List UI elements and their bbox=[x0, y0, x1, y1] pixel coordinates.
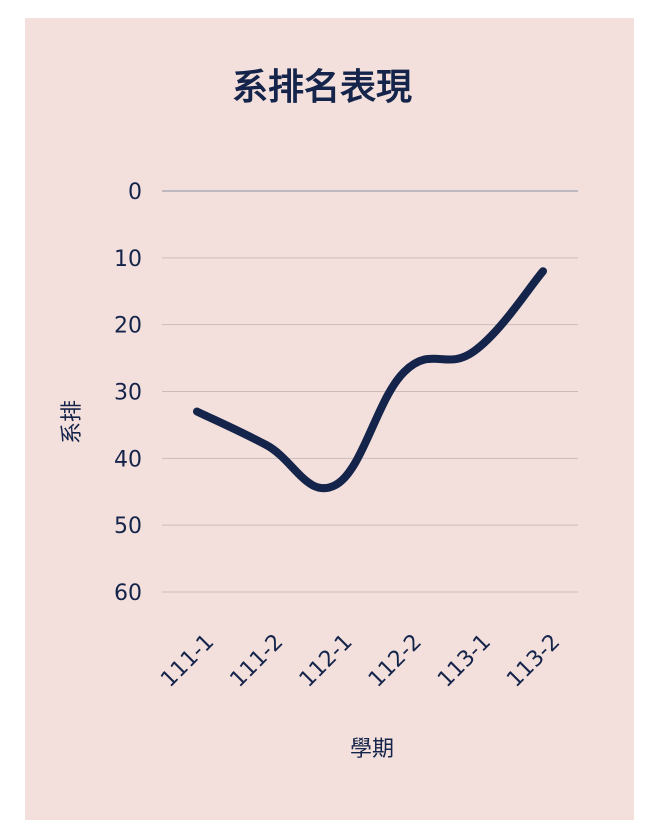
chart-panel: 系排名表現 0 10 20 30 40 50 60 111-1 111-2 112-1 112-2… bbox=[25, 18, 634, 820]
x-tick-label: 111-2 bbox=[226, 630, 289, 693]
y-tick-label: 30 bbox=[114, 381, 142, 406]
y-tick-label: 60 bbox=[114, 581, 142, 606]
x-axis-ticks: 111-1 111-2 112-1 112-2 113-1 113-2 bbox=[156, 630, 565, 693]
y-axis-label: 系排 bbox=[60, 400, 85, 444]
chart-title: 系排名表現 bbox=[232, 67, 412, 108]
line-chart: 系排名表現 0 10 20 30 40 50 60 111-1 111-2 112-1 112-2… bbox=[60, 67, 578, 762]
x-axis-label: 學期 bbox=[350, 737, 394, 762]
x-tick-label: 113-1 bbox=[433, 630, 496, 693]
x-tick-label: 112-1 bbox=[295, 630, 358, 693]
x-tick-label: 112-2 bbox=[364, 630, 427, 693]
series-line bbox=[193, 267, 547, 493]
y-tick-label: 10 bbox=[114, 247, 142, 272]
x-tick-label: 111-1 bbox=[156, 630, 219, 693]
y-tick-label: 40 bbox=[114, 447, 142, 472]
y-tick-label: 50 bbox=[114, 514, 142, 539]
gridlines bbox=[162, 190, 578, 593]
y-tick-label: 20 bbox=[114, 314, 142, 339]
x-tick-label: 113-2 bbox=[502, 630, 565, 693]
y-axis-ticks: 0 10 20 30 40 50 60 bbox=[114, 180, 142, 606]
y-tick-label: 0 bbox=[128, 180, 142, 205]
